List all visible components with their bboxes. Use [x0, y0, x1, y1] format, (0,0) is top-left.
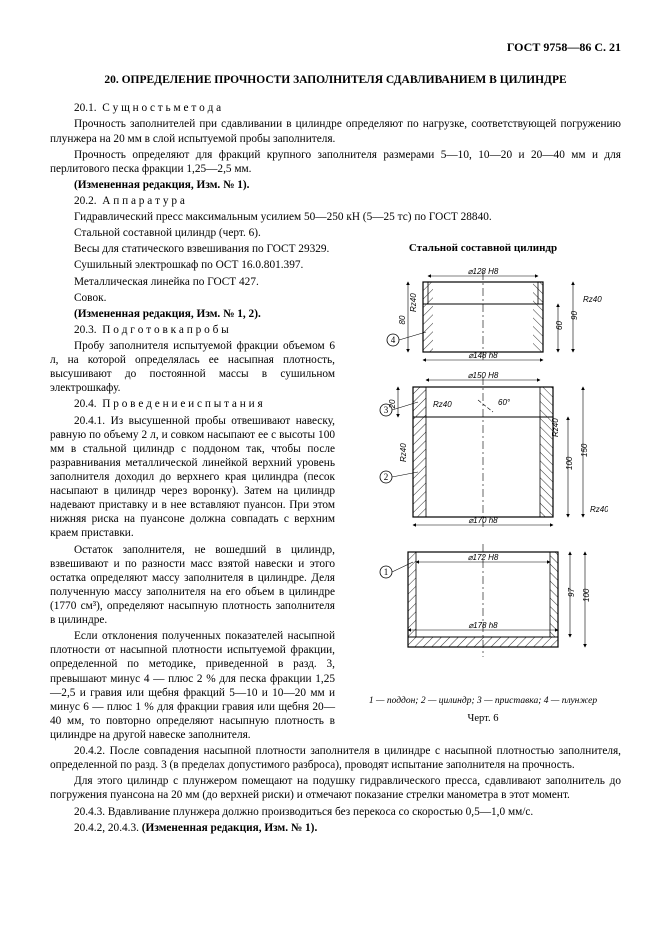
svg-text:⌀172 H8: ⌀172 H8 — [468, 553, 499, 562]
para-20-4-2b: Для этого цилиндр с плунжером помещают н… — [50, 774, 621, 802]
left-column: Весы для статического взвешивания по ГОС… — [50, 242, 335, 744]
svg-text:Rz40: Rz40 — [551, 418, 560, 437]
svg-text:⌀128 H8: ⌀128 H8 — [468, 267, 499, 276]
svg-text:100: 100 — [582, 588, 591, 602]
para-20-1a: Прочность заполнителей при сдавливании в… — [50, 117, 621, 145]
svg-text:3: 3 — [384, 405, 389, 415]
figure-title: Стальной составной цилиндр — [345, 242, 621, 256]
para-20-2: 20.2. А п п а р а т у р а — [50, 194, 621, 208]
drawing-top-plunger: ⌀128 H8 ⌀148 h8 80 60 90 Rz40 Rz40 — [387, 267, 602, 360]
para-20-3: 20.3. П о д г о т о в к а п р о б ы — [50, 323, 335, 337]
section-title: 20. ОПРЕДЕЛЕНИЕ ПРОЧНОСТИ ЗАПОЛНИТЕЛЯ СД… — [50, 73, 621, 87]
svg-text:Rz40: Rz40 — [583, 295, 602, 304]
svg-text:⌀170 h8: ⌀170 h8 — [468, 516, 498, 525]
para-20-4-1c: Если отклонения полученных показателей н… — [50, 629, 335, 742]
svg-text:80: 80 — [398, 315, 407, 324]
svg-text:97: 97 — [567, 588, 576, 597]
svg-text:⌀150 H8: ⌀150 H8 — [468, 371, 499, 380]
amendment-1: (Измененная редакция, Изм. № 1). — [50, 178, 621, 192]
technical-drawing: ⌀128 H8 ⌀148 h8 80 60 90 Rz40 Rz40 — [358, 262, 608, 692]
para-20-4-3b: 20.4.2, 20.4.3. (Измененная редакция, Из… — [50, 821, 621, 835]
para-20-4-1b: Остаток заполнителя, не вошедший в цилин… — [50, 543, 335, 628]
svg-text:60°: 60° — [498, 398, 511, 407]
para-20-2e: Металлическая линейка по ГОСТ 427. — [50, 275, 335, 289]
para-20-2d: Сушильный электрошкаф по ОСТ 16.0.801.39… — [50, 258, 335, 272]
figure-caption: 1 — поддон; 2 — цилиндр; 3 — приставка; … — [345, 696, 621, 707]
para-20-2c: Весы для статического взвешивания по ГОС… — [50, 242, 335, 256]
para-20-4-1: 20.4.1. Из высушенной пробы отвешивают н… — [50, 414, 335, 541]
para-20-3a: Пробу заполнителя испытуемой фракции объ… — [50, 339, 335, 395]
para-20-1: 20.1. С у щ н о с т ь м е т о д а — [50, 101, 621, 115]
para-20-1b: Прочность определяют для фракций крупног… — [50, 148, 621, 176]
page-header: ГОСТ 9758—86 С. 21 — [50, 40, 621, 55]
para-20-2f: Совок. — [50, 291, 335, 305]
svg-text:2: 2 — [384, 472, 389, 482]
svg-text:150: 150 — [580, 443, 589, 457]
svg-text:20: 20 — [388, 399, 397, 409]
svg-text:Rz40: Rz40 — [590, 505, 608, 514]
para-20-4-2: 20.4.2. После совпадения насыпной плотно… — [50, 744, 621, 772]
amendment-12: (Измененная редакция, Изм. № 1, 2). — [50, 307, 335, 321]
drawing-bottom-base: ⌀172 H8 ⌀178 h8 97 100 1 — [380, 544, 591, 657]
svg-text:⌀178 h8: ⌀178 h8 — [468, 621, 498, 630]
svg-text:Rz40: Rz40 — [433, 400, 452, 409]
drawing-mid-cylinder: 60° ⌀150 H8 ⌀170 h8 20 — [380, 371, 608, 527]
para-20-2b: Стальной составной цилиндр (черт. 6). — [50, 226, 621, 240]
right-column: Стальной составной цилиндр — [345, 242, 621, 744]
figure-label: Черт. 6 — [345, 712, 621, 725]
svg-text:1: 1 — [384, 567, 389, 577]
svg-text:Rz40: Rz40 — [409, 293, 418, 312]
document-page: ГОСТ 9758—86 С. 21 20. ОПРЕДЕЛЕНИЕ ПРОЧН… — [0, 0, 661, 936]
para-20-4: 20.4. П р о в е д е н и е и с п ы т а н … — [50, 397, 335, 411]
svg-text:60: 60 — [555, 321, 564, 330]
para-20-2a: Гидравлический пресс максимальным усилие… — [50, 210, 621, 224]
svg-text:Rz40: Rz40 — [399, 443, 408, 462]
svg-text:90: 90 — [570, 311, 579, 320]
svg-text:4: 4 — [391, 335, 396, 345]
para-20-4-3: 20.4.3. Вдавливание плунжера должно прои… — [50, 805, 621, 819]
svg-text:100: 100 — [565, 456, 574, 470]
svg-text:⌀148 h8: ⌀148 h8 — [468, 351, 498, 360]
